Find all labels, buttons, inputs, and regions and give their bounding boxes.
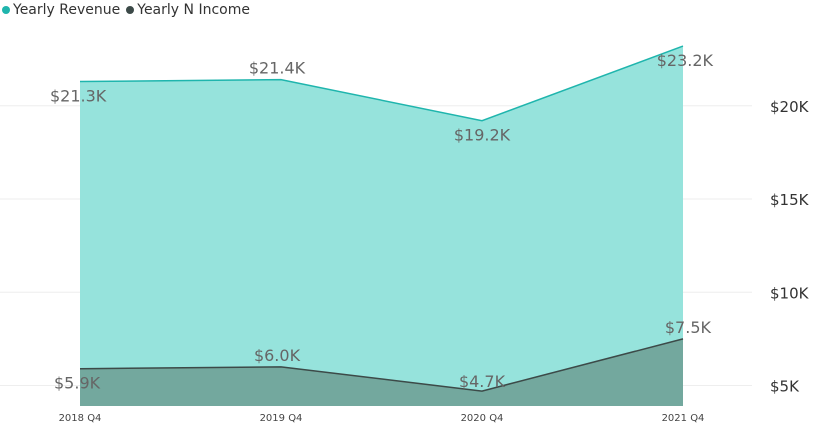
area-series-0 (80, 46, 683, 406)
legend: Yearly Revenue Yearly N Income (2, 0, 256, 20)
x-tick-label-1: 2019 Q4 (260, 413, 303, 424)
series-lines (77, 43, 686, 392)
y-tick-label-3: $20K (770, 98, 810, 116)
legend-dot-revenue (2, 6, 10, 14)
legend-dot-net-income (126, 6, 135, 14)
data-label-series-0-1: $21.4K (249, 59, 306, 78)
data-label-series-1-3: $7.5K (665, 318, 712, 337)
data-label-series-1-1: $6.0K (254, 346, 301, 365)
x-tick-label-2: 2020 Q4 (461, 413, 504, 424)
legend-item-revenue[interactable]: Yearly Revenue (2, 2, 120, 18)
y-tick-label-0: $5K (770, 377, 800, 395)
data-labels: $21.3K $21.4K $19.2K $23.2K $5.9K $6.0K $4.7K $… (50, 51, 714, 393)
area-series-1 (80, 338, 683, 406)
x-tick-label-3: 2021 Q4 (662, 413, 705, 424)
y-tick-label-1: $10K (770, 284, 810, 302)
point-series-0-2[interactable] (479, 118, 485, 124)
series-areas (80, 46, 683, 406)
data-label-series-0-0: $21.3K (50, 87, 107, 106)
line-series-0[interactable] (79, 45, 684, 122)
point-series-1-0[interactable] (77, 366, 83, 372)
data-label-series-1-2: $4.7K (459, 372, 506, 391)
legend-item-net-income[interactable]: Yearly N Income (126, 2, 250, 18)
legend-label-revenue: Yearly Revenue (13, 2, 121, 18)
point-series-0-3[interactable] (680, 43, 686, 49)
x-tick-label-0: 2018 Q4 (59, 413, 102, 424)
data-label-series-0-2: $19.2K (454, 126, 511, 145)
y-tick-label-2: $15K (770, 191, 810, 209)
legend-label-net-income: Yearly N Income (137, 2, 250, 18)
y-axis: $5K $10K $15K $20K (770, 98, 810, 396)
line-series-1[interactable] (79, 338, 684, 392)
data-label-series-1-0: $5.9K (54, 374, 101, 393)
point-series-0-0[interactable] (77, 79, 83, 85)
data-label-series-0-3: $23.2K (657, 51, 714, 70)
x-axis: 2018 Q4 2019 Q4 2020 Q4 2021 Q4 (59, 413, 705, 424)
